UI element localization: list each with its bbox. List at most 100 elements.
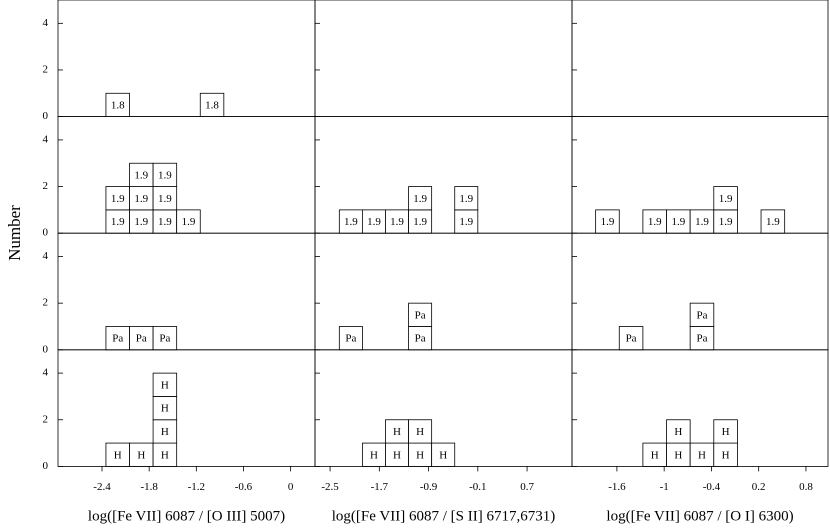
x-axis-label: log([Fe VII] 6087 / [S II] 6717,6731) — [332, 508, 555, 524]
y-tick-label: 4 — [43, 250, 49, 262]
box-label: H — [137, 449, 145, 461]
box-label: H — [161, 379, 169, 391]
box-label: Pa — [112, 333, 123, 345]
box-label: H — [370, 449, 378, 461]
box-label: 1.9 — [719, 193, 733, 205]
x-axis-label: log([Fe VII] 6087 / [O I] 6300) — [606, 508, 793, 524]
box-label: H — [416, 426, 424, 438]
panel-frame — [57, 349, 316, 467]
box-label: H — [416, 449, 424, 461]
box-label: H — [674, 426, 682, 438]
box-label: 1.9 — [367, 216, 381, 228]
box-label: 1.9 — [182, 216, 196, 228]
x-tick-label: -0.4 — [703, 481, 721, 493]
y-axis-label: Number — [5, 205, 24, 261]
x-tick-label: -1.6 — [608, 481, 626, 493]
box-label: H — [393, 449, 401, 461]
box-label: Pa — [696, 309, 707, 321]
y-tick-label: 0 — [43, 227, 49, 239]
count-box — [152, 162, 178, 187]
box-label: 1.9 — [134, 169, 148, 181]
box-label: H — [651, 449, 659, 461]
panel-frame — [57, 0, 316, 117]
box-label: 1.9 — [344, 216, 358, 228]
count-box — [408, 302, 433, 327]
box-label: 1.9 — [601, 216, 615, 228]
x-tick-label: -0.6 — [235, 481, 253, 493]
box-label: Pa — [415, 309, 426, 321]
box-label: H — [161, 449, 169, 461]
box-label: H — [439, 449, 447, 461]
box-label: Pa — [626, 333, 637, 345]
count-box — [713, 419, 738, 444]
x-tick-label: 0 — [288, 481, 294, 493]
x-tick-label: -1 — [660, 481, 669, 493]
x-tick-label: 0.8 — [799, 481, 813, 493]
panel-frame — [571, 0, 829, 117]
count-box — [408, 419, 433, 444]
y-tick-label: 2 — [43, 180, 49, 192]
box-label: H — [161, 426, 169, 438]
box-label: 1.9 — [413, 193, 427, 205]
x-tick-label: -2.4 — [93, 481, 111, 493]
count-box — [666, 419, 691, 444]
box-label: 1.9 — [111, 193, 125, 205]
box-label: Pa — [415, 333, 426, 345]
y-tick-label: 2 — [43, 413, 49, 425]
box-label: 1.9 — [390, 216, 404, 228]
y-tick-label: 2 — [43, 297, 49, 309]
box-label: 1.9 — [648, 216, 662, 228]
box-label: 1.9 — [766, 216, 780, 228]
x-tick-label: -1.7 — [371, 481, 389, 493]
y-tick-label: 0 — [43, 110, 49, 122]
x-axis-label: log([Fe VII] 6087 / [O III] 5007) — [88, 508, 285, 524]
box-label: 1.9 — [134, 216, 148, 228]
box-label: H — [161, 403, 169, 415]
box-label: 1.9 — [671, 216, 685, 228]
x-tick-label: 0.7 — [520, 481, 534, 493]
box-label: Pa — [136, 333, 147, 345]
box-label: Pa — [159, 333, 170, 345]
box-label: 1.9 — [134, 193, 148, 205]
count-box — [689, 302, 715, 327]
box-label: 1.9 — [158, 193, 172, 205]
box-label: 1.9 — [158, 169, 172, 181]
y-tick-label: 4 — [43, 367, 49, 379]
box-label: 1.9 — [158, 216, 172, 228]
box-label: 1.8 — [111, 99, 125, 111]
box-label: 1.9 — [111, 216, 125, 228]
x-tick-label: -2.5 — [321, 481, 339, 493]
count-box — [152, 372, 178, 397]
count-box — [431, 442, 456, 467]
box-label: H — [114, 449, 122, 461]
box-label: 1.9 — [459, 193, 473, 205]
box-label: 1.9 — [459, 216, 473, 228]
box-label: Pa — [696, 333, 707, 345]
box-label: H — [722, 426, 730, 438]
panel-frame — [57, 232, 316, 351]
box-label: H — [674, 449, 682, 461]
box-label: 1.9 — [413, 216, 427, 228]
panel-frame — [314, 0, 573, 117]
box-label: H — [722, 449, 730, 461]
x-tick-label: 0.2 — [752, 481, 766, 493]
y-tick-label: 4 — [43, 133, 49, 145]
box-label: 1.8 — [205, 99, 219, 111]
box-label: H — [393, 426, 401, 438]
x-tick-label: -1.8 — [140, 481, 158, 493]
box-label: 1.9 — [695, 216, 709, 228]
box-label: 1.9 — [719, 216, 733, 228]
x-tick-label: -0.1 — [469, 481, 486, 493]
box-label: Pa — [345, 333, 356, 345]
y-tick-label: 0 — [43, 460, 49, 472]
box-label: H — [698, 449, 706, 461]
x-tick-label: -0.9 — [420, 481, 438, 493]
y-tick-label: 4 — [43, 17, 49, 29]
count-box — [454, 186, 479, 211]
count-box — [408, 186, 433, 211]
x-tick-label: -1.2 — [188, 481, 205, 493]
count-box — [713, 186, 738, 211]
y-tick-label: 0 — [43, 343, 49, 355]
y-tick-label: 2 — [43, 63, 49, 75]
